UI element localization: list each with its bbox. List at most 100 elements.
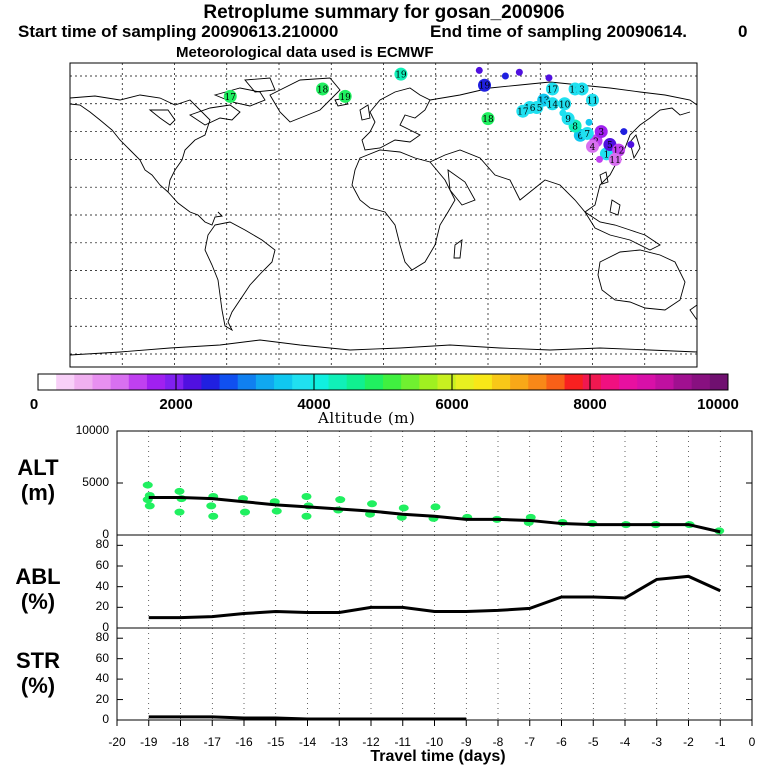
- plume-point-label: 1: [604, 150, 610, 160]
- xtick-label: -7: [524, 735, 536, 749]
- x-axis-label: Travel time (days): [370, 748, 506, 765]
- plume-point: [627, 141, 635, 149]
- str-label: STR (%): [16, 648, 60, 698]
- colorbar-swatch: [383, 374, 402, 390]
- colorbar-swatch: [146, 374, 166, 390]
- colorbar-swatch: [619, 374, 638, 390]
- colorbar-swatch: [183, 374, 202, 390]
- colorbar-label: 10000: [697, 396, 739, 413]
- colorbar-swatch: [564, 374, 584, 390]
- colorbar-swatch: [419, 374, 438, 390]
- particle-point: [335, 496, 346, 504]
- plume-point: [559, 109, 567, 117]
- xtick-label: -12: [362, 735, 380, 749]
- colorbar-title: Altitude (m): [318, 409, 416, 427]
- plume-point: [595, 155, 603, 163]
- end-time-label: End time of sampling 20090614.: [430, 22, 687, 41]
- plume-point-label: 14: [547, 100, 559, 110]
- plume-point: [545, 74, 553, 82]
- colorbar-swatch: [401, 374, 420, 390]
- colorbar-swatch: [637, 374, 656, 390]
- plume-point-label: 17: [517, 108, 529, 118]
- abl-label: ABL (%): [15, 564, 61, 614]
- colorbar-swatch: [237, 374, 257, 390]
- particle-point: [174, 487, 185, 495]
- abl-line: [148, 574, 721, 620]
- particle-point: [144, 502, 155, 510]
- plume-point-label: 19: [339, 93, 351, 103]
- plume-point: [516, 104, 530, 118]
- particle-point: [208, 512, 219, 520]
- plume-point-label: 19: [479, 82, 491, 92]
- xtick-label: -19: [140, 735, 158, 749]
- colorbar-swatch: [709, 374, 729, 390]
- plume-point-label: 18: [482, 115, 494, 125]
- met-data-label: Meteorological data used is ECMWF: [176, 44, 434, 61]
- plume-point-label: 19: [395, 71, 407, 81]
- xtick-label: -16: [235, 735, 253, 749]
- plume-point: [586, 139, 599, 153]
- ytick-label: 10000: [75, 423, 109, 437]
- plume-point: [558, 97, 572, 111]
- ytick-label: 60: [95, 558, 109, 572]
- plume-point: [545, 97, 559, 111]
- plume-point: [394, 67, 408, 81]
- plume-point-label: 4: [590, 143, 596, 153]
- plume-point-label: 10: [559, 100, 571, 110]
- colorbar-swatch: [274, 374, 293, 390]
- plume-point: [594, 125, 608, 139]
- colorbar-swatch: [691, 374, 711, 390]
- colorbar-label: 8000: [573, 396, 607, 413]
- mean-altitude-line: [148, 496, 721, 534]
- plot-frame-abl: [116, 534, 753, 629]
- plume-point-label: 8: [572, 123, 578, 133]
- particle-point: [240, 508, 250, 516]
- colorbar-swatch: [473, 374, 493, 390]
- ytick-label: 20: [95, 599, 109, 614]
- start-time-label: Start time of sampling 20090613.210000: [18, 22, 339, 41]
- plume-point-label: 11: [609, 156, 620, 166]
- colorbar-swatch: [346, 374, 366, 390]
- plume-point: [481, 112, 495, 126]
- xtick-label: -15: [267, 735, 285, 749]
- plume-point-label: 17: [547, 85, 559, 95]
- colorbar-label: 0: [29, 396, 39, 413]
- ytick-label: 60: [95, 650, 109, 665]
- plume-point: [475, 66, 483, 74]
- colorbar-swatch: [292, 374, 311, 390]
- ytick-label: 5000: [82, 475, 109, 489]
- particle-point: [301, 512, 312, 520]
- colorbar: [37, 373, 729, 391]
- ytick-label: 0: [102, 527, 109, 541]
- colorbar-label: 4000: [297, 396, 331, 413]
- xtick-label: -20: [108, 735, 126, 749]
- xtick-label: -13: [330, 735, 348, 749]
- colorbar-swatch: [546, 374, 566, 390]
- particle-point: [430, 503, 441, 511]
- particle-point: [398, 504, 409, 512]
- ytick-label: 80: [95, 537, 109, 552]
- plume-point: [338, 89, 352, 103]
- plume-point: [515, 68, 523, 76]
- colorbar-swatch: [673, 374, 693, 390]
- colorbar-swatch: [128, 374, 148, 390]
- ytick-label: 40: [95, 578, 109, 593]
- plume-point: [545, 82, 559, 96]
- plume-point: [575, 82, 589, 96]
- plume-point: [580, 126, 594, 140]
- colorbar-swatch: [255, 374, 275, 390]
- particle-point: [174, 508, 185, 516]
- xtick-label: 0: [748, 735, 756, 749]
- ytick-label: 0: [102, 620, 109, 634]
- world-map: 1234567891011121314151617181917193191817…: [69, 62, 698, 368]
- plume-point-label: 7: [584, 130, 590, 140]
- ytick-label: 20: [95, 691, 109, 706]
- plume-point: [586, 93, 599, 107]
- time-series-plots: [116, 430, 753, 726]
- alt-label: ALT (m): [17, 455, 59, 505]
- plume-point: [501, 72, 509, 80]
- plume-point: [585, 118, 593, 126]
- xtick-label: -17: [203, 735, 221, 749]
- plume-point-label: 11: [587, 97, 598, 107]
